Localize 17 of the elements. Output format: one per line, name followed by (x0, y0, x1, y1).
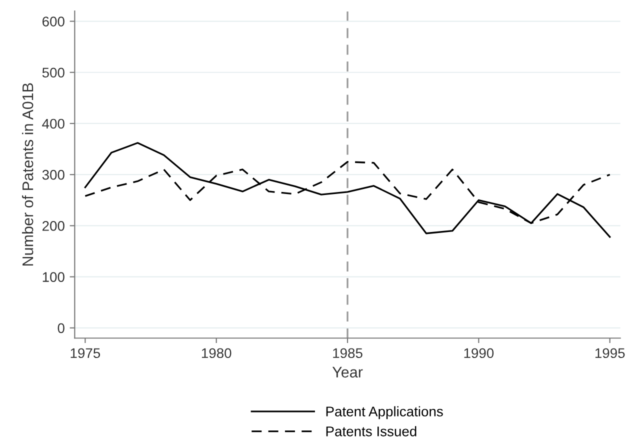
line-series (84, 142, 611, 238)
x-tick-label: 1995 (595, 348, 625, 358)
y-tick-label: 500 (42, 68, 64, 78)
y-tick-label: 100 (42, 272, 64, 282)
y-tick-label: 200 (42, 221, 64, 231)
x-axis-title: Year (332, 366, 363, 378)
y-tick-label: 600 (42, 16, 64, 26)
y-tick-label: 400 (42, 118, 64, 129)
x-tick-label: 1980 (202, 348, 232, 358)
legend-label: Patents Issued (326, 426, 416, 436)
y-axis-title: Number of Patents in A01B (22, 83, 34, 266)
y-tick-label: 300 (42, 170, 64, 180)
legend-label: Patent Applications (326, 406, 443, 420)
x-tick-label: 1985 (333, 348, 362, 358)
y-tick-label: 0 (58, 323, 64, 334)
x-tick-label: 1990 (464, 348, 494, 358)
x-tick-label: 1975 (70, 348, 100, 358)
